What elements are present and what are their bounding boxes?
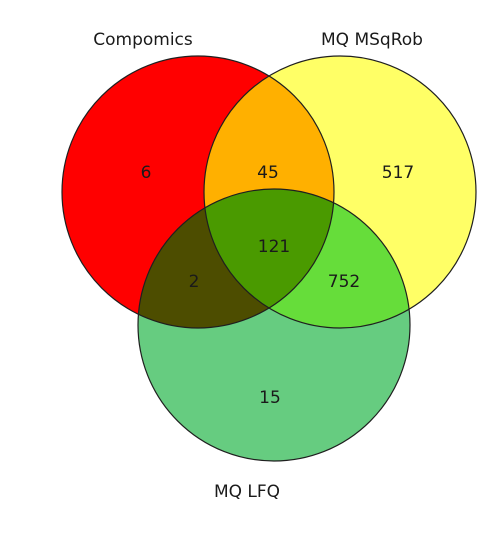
outline-msqrob — [203, 55, 477, 329]
set-label-msqrob: MQ MSqRob — [321, 30, 423, 50]
set-label-compomics: Compomics — [93, 30, 193, 50]
count-lfq-only: 15 — [259, 388, 281, 408]
count-compomics-lfq: 2 — [189, 272, 200, 292]
count-compomics-only: 6 — [141, 163, 152, 183]
count-msqrob-lfq: 752 — [328, 272, 360, 292]
set-label-lfq: MQ LFQ — [214, 482, 280, 502]
count-all-three: 121 — [258, 237, 290, 257]
count-msqrob-only: 517 — [382, 163, 414, 183]
count-compomics-msqrob: 45 — [257, 163, 279, 183]
outline-lfq — [137, 188, 411, 462]
outline-compomics — [61, 55, 335, 329]
